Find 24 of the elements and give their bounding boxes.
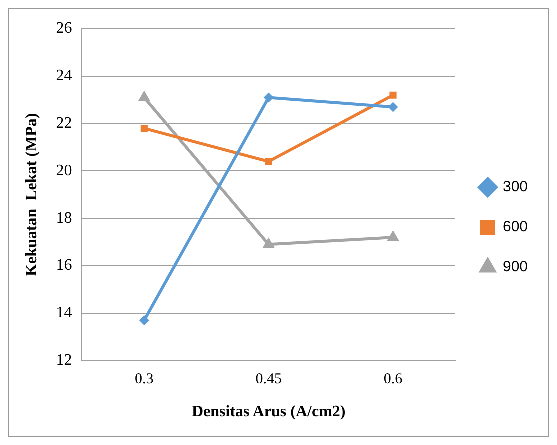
y-tick-label: 20: [56, 162, 72, 180]
point: [262, 238, 275, 248]
point: [140, 125, 148, 132]
point: [387, 230, 400, 242]
point: [265, 158, 272, 166]
x-tick-label: 0.3: [135, 372, 154, 388]
point: [388, 102, 398, 112]
point: [390, 92, 397, 99]
y-tick-label: 24: [56, 68, 72, 85]
x-tick-label: 0.45: [256, 372, 282, 388]
legend-label: 900: [502, 258, 528, 276]
y-tick-label: 26: [56, 20, 72, 38]
y-tick-label: 12: [56, 352, 72, 370]
y-axis-title: Kekuatan Lekat (MPa): [24, 113, 41, 276]
x-tick-label: 0.6: [384, 372, 404, 388]
y-tick-label: 14: [56, 304, 72, 322]
point: [264, 92, 274, 103]
y-tick-label: 22: [56, 115, 72, 132]
x-axis-title: Densitas Arus (A/cm2): [192, 404, 346, 421]
legend-label: 300: [502, 178, 528, 196]
legend-label: 600: [502, 218, 528, 236]
y-tick-label: 18: [56, 210, 72, 227]
point: [139, 316, 150, 326]
y-tick-label: 16: [56, 257, 72, 274]
